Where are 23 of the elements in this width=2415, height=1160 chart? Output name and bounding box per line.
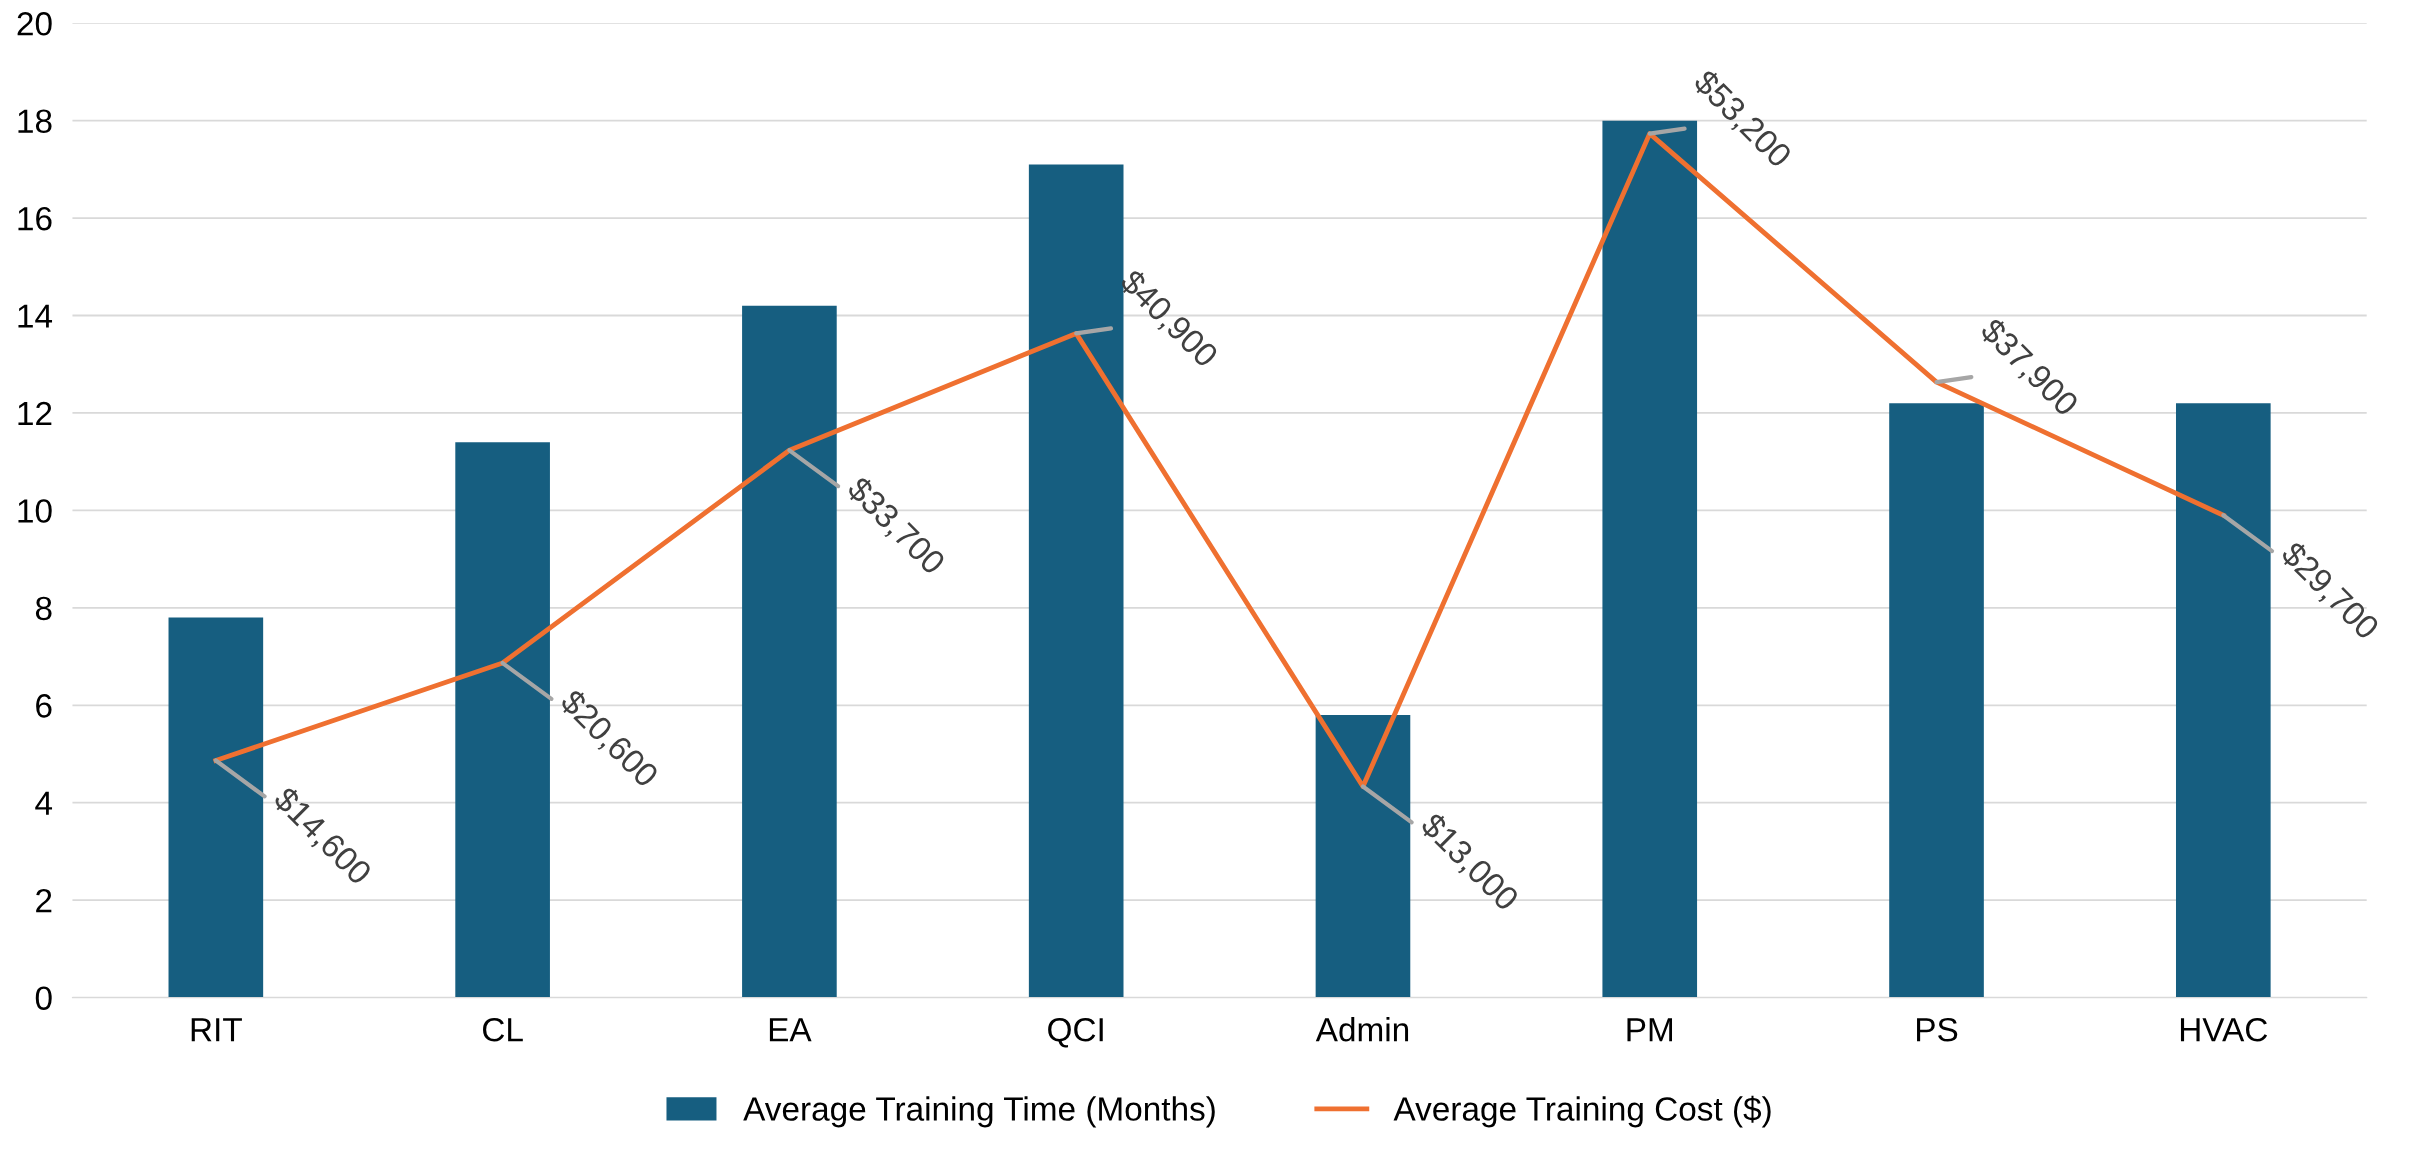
x-tick-label: PS xyxy=(1917,1017,1958,1042)
legend-label: Average Training Cost ($) xyxy=(1393,1095,1771,1128)
x-tick-label: EA xyxy=(769,1018,812,1042)
bar xyxy=(1028,164,1124,998)
y-tick-label: 0 xyxy=(35,986,52,1011)
y-tick-label: 6 xyxy=(36,694,52,718)
y-tick-label: 4 xyxy=(35,791,53,815)
bar xyxy=(1889,403,1984,998)
y-tick-label: 10 xyxy=(18,499,52,523)
y-tick-label: 8 xyxy=(35,596,52,621)
x-tick-label: PM xyxy=(1627,1018,1673,1042)
y-tick-label: 2 xyxy=(36,888,52,913)
legend-label: Average Training Time (Months) xyxy=(743,1096,1215,1128)
y-tick-label: 18 xyxy=(18,109,52,134)
x-tick-label: CL xyxy=(483,1017,523,1042)
y-tick-label: 12 xyxy=(18,401,52,426)
x-tick-label: HVAC xyxy=(2180,1017,2268,1042)
y-tick-label: 14 xyxy=(18,304,53,328)
x-tick-label: QCI xyxy=(1048,1017,1103,1048)
y-tick-label: 16 xyxy=(18,206,52,231)
y-tick-label: 20 xyxy=(17,12,52,36)
x-tick-label: Admin xyxy=(1315,1017,1409,1042)
x-tick-label: RIT xyxy=(191,1018,242,1042)
